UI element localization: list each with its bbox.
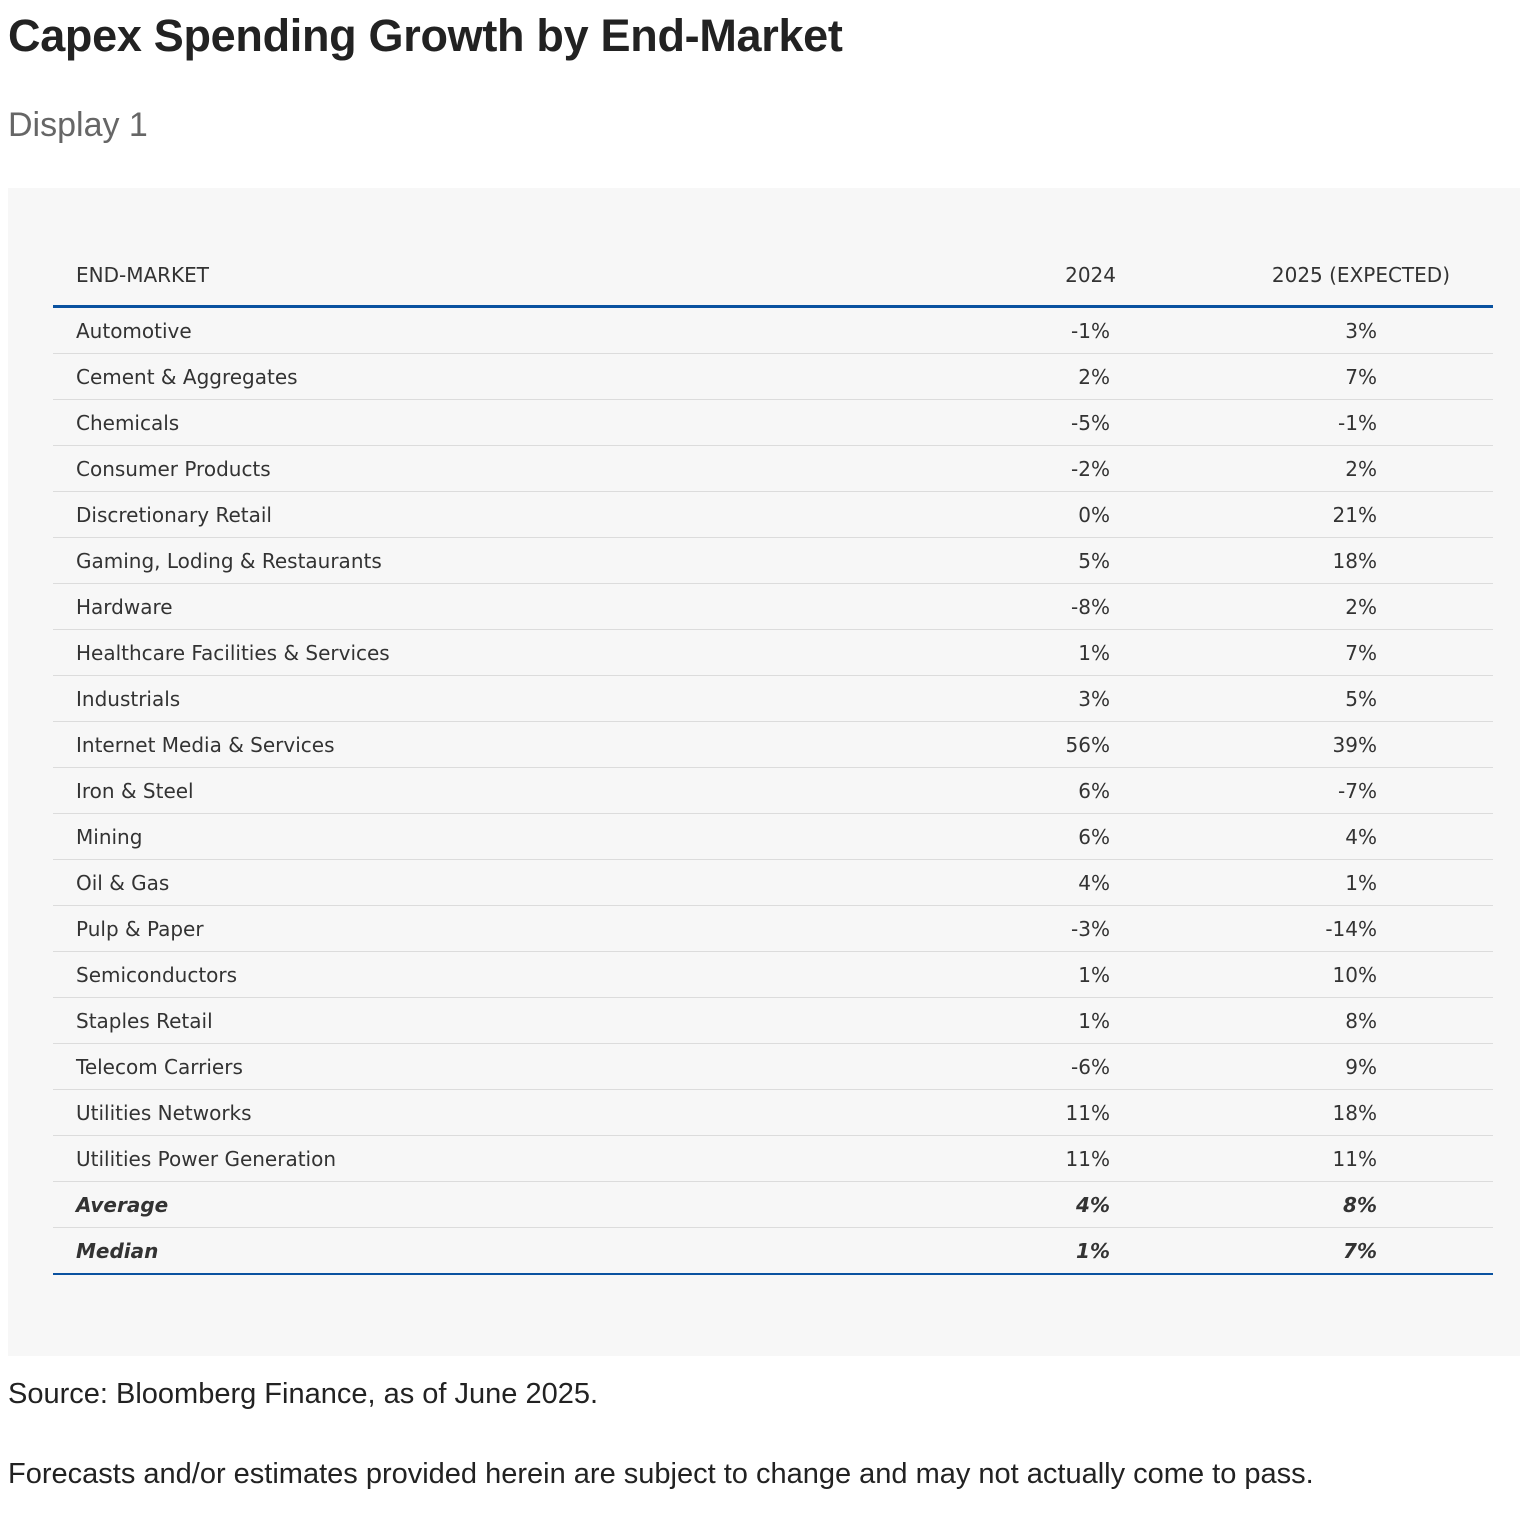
value-2025-cell: 18% <box>1156 1089 1493 1136</box>
table-row: Industrials 3% 5% <box>53 675 1493 722</box>
value-2025-cell: 7% <box>1156 353 1493 400</box>
table-row: Internet Media & Services 56% 39% <box>53 721 1493 768</box>
table-row: Consumer Products -2% 2% <box>53 445 1493 492</box>
end-market-cell: Consumer Products <box>53 445 896 492</box>
header-2025: 2025 (EXPECTED) <box>1156 245 1493 308</box>
value-2024-cell: -3% <box>896 905 1156 952</box>
value-2025-cell: 18% <box>1156 537 1493 584</box>
end-market-cell: Median <box>53 1227 896 1275</box>
value-2025-cell: 8% <box>1156 997 1493 1044</box>
value-2024-cell: 1% <box>896 629 1156 676</box>
table-row: Chemicals -5% -1% <box>53 399 1493 446</box>
value-2025-cell: 8% <box>1156 1181 1493 1228</box>
end-market-cell: Internet Media & Services <box>53 721 896 768</box>
value-2025-cell: 2% <box>1156 445 1493 492</box>
value-2025-cell: 5% <box>1156 675 1493 722</box>
table-row: Gaming, Loding & Restaurants 5% 18% <box>53 537 1493 584</box>
table-row: Mining 6% 4% <box>53 813 1493 860</box>
value-2024-cell: -1% <box>896 306 1156 354</box>
table-row: Pulp & Paper -3% -14% <box>53 905 1493 952</box>
value-2024-cell: 1% <box>896 1227 1156 1275</box>
value-2024-cell: 1% <box>896 997 1156 1044</box>
value-2025-cell: 1% <box>1156 859 1493 906</box>
end-market-cell: Staples Retail <box>53 997 896 1044</box>
end-market-cell: Iron & Steel <box>53 767 896 814</box>
end-market-cell: Utilities Power Generation <box>53 1135 896 1182</box>
table-row: Utilities Networks 11% 18% <box>53 1089 1493 1136</box>
value-2025-cell: 10% <box>1156 951 1493 998</box>
disclaimer-note: Forecasts and/or estimates provided here… <box>8 1458 1314 1490</box>
value-2024-cell: 5% <box>896 537 1156 584</box>
end-market-cell: Automotive <box>53 306 896 354</box>
value-2024-cell: 11% <box>896 1135 1156 1182</box>
table-row: Cement & Aggregates 2% 7% <box>53 353 1493 400</box>
end-market-cell: Semiconductors <box>53 951 896 998</box>
end-market-cell: Cement & Aggregates <box>53 353 896 400</box>
value-2025-cell: 7% <box>1156 1227 1493 1275</box>
table-row: Discretionary Retail 0% 21% <box>53 491 1493 538</box>
end-market-cell: Mining <box>53 813 896 860</box>
value-2024-cell: 4% <box>896 859 1156 906</box>
end-market-cell: Pulp & Paper <box>53 905 896 952</box>
summary-row: Average 4% 8% <box>53 1181 1493 1228</box>
end-market-cell: Average <box>53 1181 896 1228</box>
end-market-cell: Industrials <box>53 675 896 722</box>
value-2024-cell: 56% <box>896 721 1156 768</box>
value-2025-cell: -1% <box>1156 399 1493 446</box>
end-market-cell: Utilities Networks <box>53 1089 896 1136</box>
value-2024-cell: 3% <box>896 675 1156 722</box>
table-panel: END-MARKET 2024 2025 (EXPECTED) Automoti… <box>8 188 1520 1356</box>
end-market-cell: Discretionary Retail <box>53 491 896 538</box>
table-row: Healthcare Facilities & Services 1% 7% <box>53 629 1493 676</box>
end-market-cell: Healthcare Facilities & Services <box>53 629 896 676</box>
table-row: Hardware -8% 2% <box>53 583 1493 630</box>
table-header-row: END-MARKET 2024 2025 (EXPECTED) <box>53 245 1493 308</box>
end-market-cell: Chemicals <box>53 399 896 446</box>
value-2024-cell: 2% <box>896 353 1156 400</box>
table-row: Utilities Power Generation 11% 11% <box>53 1135 1493 1182</box>
value-2024-cell: 4% <box>896 1181 1156 1228</box>
value-2025-cell: 3% <box>1156 306 1493 354</box>
end-market-cell: Telecom Carriers <box>53 1043 896 1090</box>
source-note: Source: Bloomberg Finance, as of June 20… <box>8 1378 599 1410</box>
table-row: Staples Retail 1% 8% <box>53 997 1493 1044</box>
value-2024-cell: -5% <box>896 399 1156 446</box>
table-row: Telecom Carriers -6% 9% <box>53 1043 1493 1090</box>
value-2024-cell: 6% <box>896 813 1156 860</box>
value-2025-cell: 7% <box>1156 629 1493 676</box>
value-2024-cell: -8% <box>896 583 1156 630</box>
value-2024-cell: 0% <box>896 491 1156 538</box>
value-2024-cell: 6% <box>896 767 1156 814</box>
header-2024: 2024 <box>896 245 1156 308</box>
table-row: Oil & Gas 4% 1% <box>53 859 1493 906</box>
end-market-cell: Hardware <box>53 583 896 630</box>
value-2025-cell: 4% <box>1156 813 1493 860</box>
end-market-cell: Gaming, Loding & Restaurants <box>53 537 896 584</box>
value-2025-cell: 11% <box>1156 1135 1493 1182</box>
summary-row: Median 1% 7% <box>53 1227 1493 1275</box>
page-title: Capex Spending Growth by End-Market <box>8 10 843 61</box>
table-row: Automotive -1% 3% <box>53 306 1493 354</box>
value-2024-cell: 1% <box>896 951 1156 998</box>
display-label: Display 1 <box>8 106 148 144</box>
end-market-cell: Oil & Gas <box>53 859 896 906</box>
value-2025-cell: 21% <box>1156 491 1493 538</box>
value-2025-cell: 9% <box>1156 1043 1493 1090</box>
table-row: Semiconductors 1% 10% <box>53 951 1493 998</box>
value-2024-cell: 11% <box>896 1089 1156 1136</box>
value-2025-cell: 2% <box>1156 583 1493 630</box>
value-2024-cell: -2% <box>896 445 1156 492</box>
value-2025-cell: 39% <box>1156 721 1493 768</box>
value-2024-cell: -6% <box>896 1043 1156 1090</box>
value-2025-cell: -7% <box>1156 767 1493 814</box>
header-end-market: END-MARKET <box>53 245 896 308</box>
capex-table: END-MARKET 2024 2025 (EXPECTED) Automoti… <box>53 245 1493 1275</box>
table-row: Iron & Steel 6% -7% <box>53 767 1493 814</box>
value-2025-cell: -14% <box>1156 905 1493 952</box>
